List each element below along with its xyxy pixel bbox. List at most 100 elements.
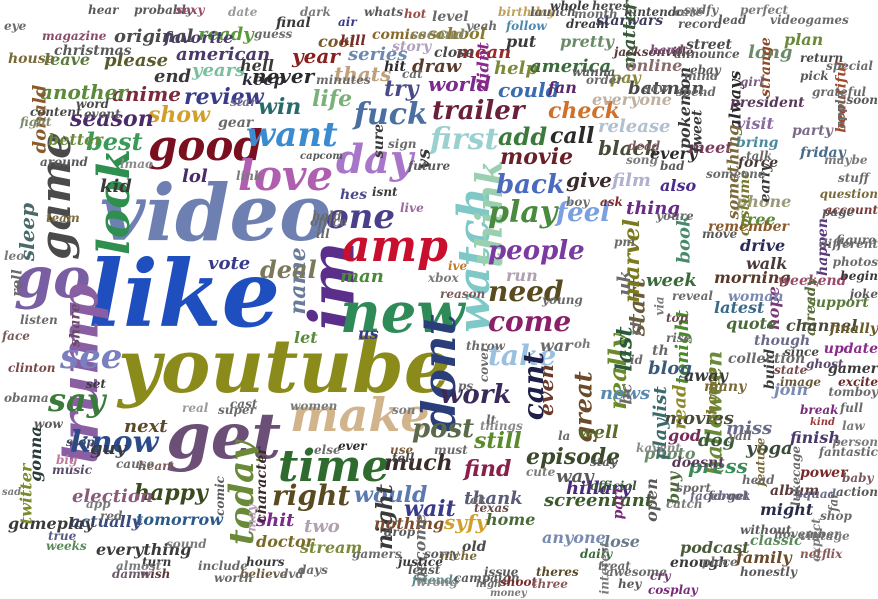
cloud-word: let	[294, 328, 318, 347]
cloud-word: album	[770, 483, 820, 499]
cloud-word: ive	[448, 259, 468, 273]
cloud-word: news	[600, 383, 651, 404]
cloud-word: right	[272, 479, 351, 512]
cloud-word: lead	[718, 13, 747, 27]
cloud-word: image	[780, 375, 822, 389]
cloud-word: kill	[340, 33, 366, 49]
cloud-word: around	[40, 155, 88, 169]
cloud-word: reveal	[672, 289, 713, 303]
cloud-word: happy	[134, 480, 208, 506]
cloud-word: pick	[800, 69, 829, 83]
cloud-word: hillary	[566, 478, 632, 499]
cloud-word: set	[86, 377, 106, 391]
cloud-word: nintendo	[624, 5, 685, 19]
cloud-word: may	[244, 504, 259, 532]
cloud-word: try	[384, 76, 419, 102]
cloud-word: care	[674, 5, 704, 19]
cloud-word: high	[476, 579, 502, 590]
cloud-word: man	[340, 266, 384, 287]
cloud-word: women	[290, 399, 338, 413]
cloud-word: release	[598, 116, 671, 137]
cloud-word: time	[278, 441, 390, 492]
cloud-word: without	[740, 523, 792, 537]
cloud-word: break	[800, 403, 839, 417]
cloud-word: roll	[9, 269, 26, 297]
cloud-word: oh	[574, 337, 591, 351]
cloud-word: level	[432, 9, 469, 25]
cloud-word: lukecage	[789, 445, 804, 507]
cloud-word: gear	[218, 115, 254, 131]
cloud-word: enough	[670, 555, 729, 571]
cloud-word: bad	[660, 159, 685, 173]
cloud-word: season	[70, 106, 154, 132]
cloud-word: talk	[746, 149, 773, 163]
cloud-word: hear	[88, 3, 119, 17]
cloud-word: dvd	[280, 567, 304, 581]
cloud-word: morning	[714, 268, 791, 287]
cloud-word: awesome	[606, 565, 667, 579]
cloud-word: president	[730, 95, 805, 111]
cloud-word: honestly	[740, 565, 797, 579]
cloud-word: return	[800, 51, 844, 65]
cloud-word: favorite	[164, 28, 234, 47]
cloud-word: figure	[836, 233, 876, 247]
cloud-word: day	[336, 136, 414, 183]
cloud-word: son	[392, 403, 416, 417]
cloud-word: girl	[740, 75, 764, 89]
cloud-word: much	[384, 450, 453, 476]
cloud-word: sound	[166, 537, 207, 551]
cloud-word: facebook	[690, 489, 751, 503]
cloud-word: least	[408, 563, 441, 577]
cloud-word: clinton	[8, 361, 56, 375]
cloud-word: end	[154, 66, 192, 87]
cloud-word: follow	[506, 19, 547, 33]
cloud-word: real	[182, 401, 209, 415]
cloud-word: second	[410, 27, 465, 43]
cloud-word: full	[840, 401, 864, 415]
cloud-word: draw	[412, 56, 462, 77]
cloud-word: order	[586, 73, 623, 87]
cloud-word: xbox	[428, 271, 459, 285]
cloud-word: kid	[100, 176, 132, 197]
cloud-word: cosplay	[648, 583, 698, 597]
cloud-word: pretty	[560, 32, 614, 51]
cloud-word: walk	[746, 254, 788, 273]
cloud-word: dream	[566, 17, 609, 31]
cloud-word: another	[40, 80, 128, 104]
cloud-word: sad	[2, 487, 22, 498]
cloud-word: capcom	[300, 151, 343, 162]
cloud-word: sorry	[424, 547, 459, 561]
cloud-word: might	[760, 500, 814, 519]
cloud-word: woman	[728, 289, 784, 305]
cloud-word: true	[48, 529, 77, 543]
cloud-word: listen	[20, 313, 58, 327]
cloud-word: play	[488, 195, 558, 230]
cloud-word: long	[748, 42, 793, 63]
cloud-word: screenrant	[544, 490, 654, 511]
cloud-word: one	[326, 197, 396, 237]
cloud-word: story	[392, 39, 432, 55]
cloud-word: photos	[832, 255, 878, 269]
cloud-word: read	[669, 384, 691, 430]
cloud-word: maybe	[824, 153, 868, 167]
cloud-word: la	[558, 429, 571, 443]
cloud-word: uk	[613, 270, 635, 296]
cloud-word: old	[462, 539, 487, 555]
cloud-word: leo	[4, 249, 25, 263]
cloud-word: everything	[96, 540, 192, 559]
cloud-word: mind	[684, 69, 719, 83]
cloud-word: american	[176, 44, 271, 65]
cloud-word: show	[148, 102, 210, 128]
cloud-word: power	[800, 465, 848, 481]
cloud-word: fantastic	[818, 445, 878, 459]
cloud-word: yall	[728, 429, 752, 443]
cloud-word: dead	[628, 139, 661, 153]
cloud-word: official	[590, 479, 637, 493]
cloud-word: episode	[526, 444, 621, 470]
cloud-word: support	[808, 295, 869, 311]
cloud-word: film	[612, 170, 651, 191]
cloud-word: week	[646, 270, 697, 291]
cloud-word: song	[626, 153, 658, 167]
cloud-word: stuff	[838, 171, 869, 185]
cloud-word: jacksonville	[614, 45, 694, 59]
